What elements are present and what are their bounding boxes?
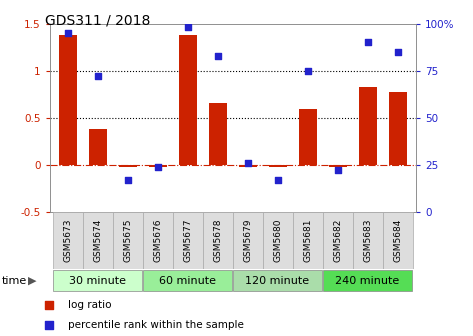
- Bar: [353, 212, 383, 269]
- Text: 240 minute: 240 minute: [335, 276, 400, 286]
- Bar: [83, 212, 113, 269]
- Point: [364, 40, 372, 45]
- Bar: [149, 165, 167, 167]
- Bar: [293, 212, 323, 269]
- Text: GSM5676: GSM5676: [153, 218, 162, 262]
- Bar: [233, 212, 263, 269]
- Bar: [203, 212, 233, 269]
- Text: time: time: [1, 276, 26, 286]
- Bar: [119, 165, 137, 167]
- Bar: [323, 212, 353, 269]
- Text: 60 minute: 60 minute: [159, 276, 216, 286]
- Point: [64, 30, 71, 36]
- Text: GSM5673: GSM5673: [63, 218, 72, 262]
- Bar: [389, 92, 407, 165]
- Text: GSM5681: GSM5681: [304, 218, 313, 262]
- Bar: [383, 212, 413, 269]
- Bar: [299, 109, 317, 165]
- Text: 120 minute: 120 minute: [245, 276, 309, 286]
- Text: GSM5679: GSM5679: [244, 218, 253, 262]
- Text: GSM5682: GSM5682: [333, 218, 342, 262]
- Text: GSM5674: GSM5674: [93, 218, 102, 262]
- Text: 30 minute: 30 minute: [69, 276, 126, 286]
- Bar: [233, 270, 322, 291]
- Point: [154, 164, 162, 169]
- Bar: [53, 212, 83, 269]
- Point: [293, 211, 300, 216]
- Point: [293, 27, 300, 33]
- Bar: [359, 87, 377, 165]
- Point: [334, 168, 342, 173]
- Bar: [143, 270, 232, 291]
- Point: [244, 160, 252, 165]
- Bar: [179, 35, 197, 165]
- Text: log ratio: log ratio: [69, 300, 112, 309]
- Point: [304, 68, 312, 73]
- Point: [184, 25, 192, 30]
- Point: [274, 177, 282, 182]
- Text: GDS311 / 2018: GDS311 / 2018: [45, 13, 150, 28]
- Bar: [323, 270, 412, 291]
- Bar: [269, 165, 287, 167]
- Text: GSM5678: GSM5678: [213, 218, 222, 262]
- Bar: [59, 35, 77, 165]
- Bar: [263, 212, 293, 269]
- Point: [394, 49, 402, 54]
- Point: [94, 74, 102, 79]
- Point: [124, 177, 131, 182]
- Text: GSM5683: GSM5683: [364, 218, 373, 262]
- Bar: [209, 103, 227, 165]
- Text: GSM5677: GSM5677: [184, 218, 193, 262]
- Text: GSM5680: GSM5680: [273, 218, 282, 262]
- Bar: [173, 212, 203, 269]
- Bar: [53, 270, 141, 291]
- Text: GSM5684: GSM5684: [394, 218, 403, 262]
- Text: GSM5675: GSM5675: [123, 218, 132, 262]
- Bar: [89, 129, 107, 165]
- Text: percentile rank within the sample: percentile rank within the sample: [69, 320, 244, 330]
- Bar: [329, 165, 347, 167]
- Point: [214, 53, 222, 58]
- Bar: [239, 165, 257, 167]
- Bar: [113, 212, 143, 269]
- Bar: [143, 212, 173, 269]
- Text: ▶: ▶: [28, 276, 36, 286]
